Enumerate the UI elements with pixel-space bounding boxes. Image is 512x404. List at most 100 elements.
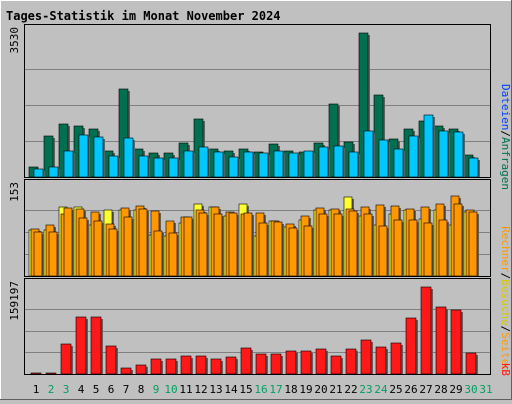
bar-rechner-day-8: [138, 208, 148, 277]
bar-kb-day-17: [270, 353, 282, 375]
x-label-day-13: 13: [209, 383, 222, 396]
bar-dateien-day-6: [108, 155, 119, 178]
x-label-day-21: 21: [329, 383, 342, 396]
bar-dateien-day-13: [213, 151, 224, 178]
legend-sep-2: /: [499, 273, 512, 280]
bar-kb-day-13: [210, 358, 222, 375]
bar-kb-day-21: [330, 355, 342, 375]
bar-dateien-day-3: [63, 150, 74, 178]
x-label-day-11: 11: [179, 383, 192, 396]
bar-rechner-day-14: [228, 212, 238, 277]
bar-kb-day-8: [135, 364, 147, 375]
bar-rechner-day-10: [168, 232, 178, 277]
bar-anfragen-day-23: [358, 32, 369, 178]
x-label-day-29: 29: [449, 383, 462, 396]
panel-1: 3530: [8, 24, 491, 178]
legend-sites: Rechner: [499, 226, 512, 273]
x-label-day-18: 18: [284, 383, 297, 396]
x-label-day-27: 27: [419, 383, 432, 396]
bar-dateien-day-28: [438, 130, 449, 178]
bar-kb-day-18: [285, 350, 297, 375]
bar-dateien-day-21: [333, 145, 344, 178]
chart-title: Tages-Statistik im Monat November 2024: [6, 9, 281, 23]
x-label-day-30: 30: [464, 383, 477, 396]
bar-rechner-day-11: [183, 216, 193, 277]
legend-bottom: kB: [499, 363, 512, 377]
bar-kb-day-30: [465, 352, 477, 375]
legend-pages: Seiten: [499, 332, 512, 372]
bar-dateien-day-5: [93, 136, 104, 178]
bar-kb-day-10: [165, 358, 177, 375]
bar-dateien-day-30: [468, 157, 479, 178]
bar-dateien-day-8: [138, 155, 149, 178]
bar-dateien-day-9: [153, 157, 164, 178]
x-label-day-31: 31: [479, 383, 492, 396]
x-label-day-23: 23: [359, 383, 372, 396]
bar-rechner-day-30: [468, 211, 478, 277]
bar-kb-day-26: [405, 317, 417, 375]
bar-kb-day-11: [180, 355, 192, 375]
bar-rechner-day-27: [423, 222, 433, 277]
bar-dateien-day-10: [168, 157, 179, 178]
panel-frame: [24, 24, 491, 178]
bar-anfragen-day-2: [43, 135, 54, 178]
bar-dateien-day-14: [228, 156, 239, 178]
bar-kb-day-29: [450, 309, 462, 375]
bar-rechner-day-7: [123, 216, 133, 277]
bar-dateien-day-7: [123, 137, 134, 178]
chart-panels: 3530 153 159197: [8, 24, 491, 375]
bar-kb-day-22: [345, 348, 357, 375]
legend-files: Dateien: [499, 84, 512, 130]
bar-dateien-day-12: [198, 146, 209, 178]
bar-anfragen-day-21: [328, 103, 339, 178]
y-max-label: 3530: [8, 27, 21, 54]
panel-frame: [24, 278, 491, 375]
x-label-day-20: 20: [314, 383, 327, 396]
bar-rechner-day-21: [333, 213, 343, 277]
x-label-day-12: 12: [194, 383, 207, 396]
bar-rechner-day-22: [348, 210, 358, 277]
bar-kb-day-25: [390, 342, 402, 375]
legend-sep-3: /: [499, 326, 512, 333]
bar-dateien-day-22: [348, 151, 359, 178]
bar-dateien-day-16: [258, 152, 269, 178]
bar-kb-day-6: [105, 345, 117, 375]
x-label-day-8: 8: [138, 383, 145, 396]
bar-kb-day-7: [120, 367, 132, 375]
bar-rechner-day-1: [33, 231, 43, 277]
bar-kb-day-15: [240, 347, 252, 375]
bar-dateien-day-15: [243, 151, 254, 178]
legend-sep-1: /: [499, 130, 512, 137]
x-label-day-26: 26: [404, 383, 417, 396]
bar-dateien-day-23: [363, 130, 374, 178]
bar-kb-day-4: [75, 316, 87, 375]
bar-kb-day-1: [30, 372, 42, 375]
bar-kb-day-24: [375, 346, 387, 375]
bar-rechner-day-17: [273, 221, 283, 277]
bar-dateien-day-29: [453, 131, 464, 178]
bar-rechner-day-24: [378, 225, 388, 277]
bar-rechner-day-25: [393, 219, 403, 277]
x-label-day-6: 6: [108, 383, 115, 396]
bar-rechner-day-9: [153, 230, 163, 277]
x-label-day-3: 3: [63, 383, 70, 396]
x-axis-day-labels: 1 2 3 4 5 6 7 8 9 10 11 12 13 14 15 16 17 18 19 20 21 22 23 24 2…: [33, 383, 493, 396]
x-label-day-9: 9: [153, 383, 160, 396]
x-label-day-10: 10: [164, 383, 177, 396]
bar-dateien-day-11: [183, 150, 194, 178]
bar-kb-day-12: [195, 355, 207, 375]
bar-kb-day-14: [225, 356, 237, 375]
legend-top: Dateien/Anfragen: [499, 84, 512, 190]
bar-dateien-day-26: [408, 135, 419, 178]
bar-anfragen-day-3: [58, 123, 69, 178]
legend-middle: Rechner/Besuche/Seiten: [499, 226, 512, 372]
y-max-label: 153: [8, 182, 21, 202]
bar-dateien-day-1: [33, 168, 44, 178]
bar-rechner-day-3: [63, 207, 73, 277]
x-label-day-7: 7: [123, 383, 130, 396]
bar-rechner-day-15: [243, 212, 253, 277]
x-label-day-22: 22: [344, 383, 357, 396]
bar-dateien-day-20: [318, 146, 329, 178]
x-label-day-28: 28: [434, 383, 447, 396]
legend-kbytes: kB: [499, 363, 512, 377]
